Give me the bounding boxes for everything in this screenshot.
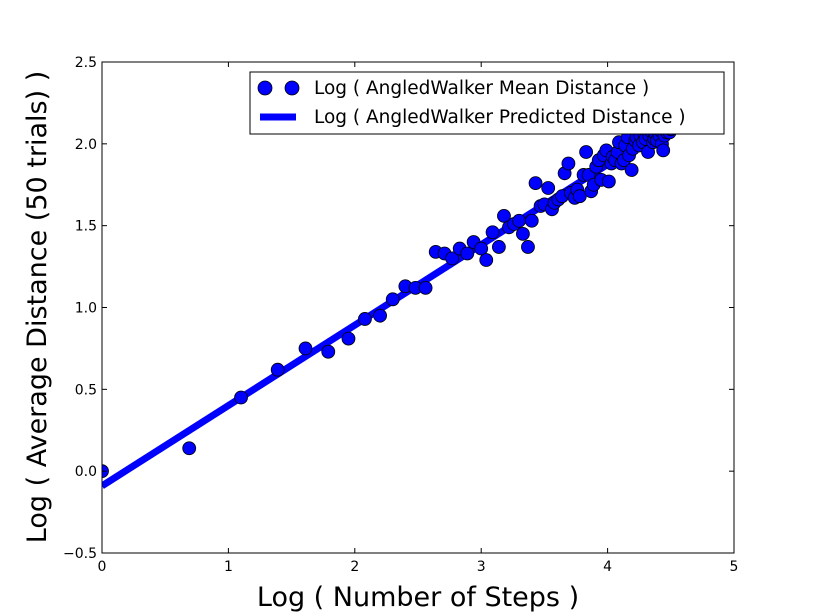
data-layer: [102, 121, 678, 489]
mean-distance-point-54: [601, 174, 616, 189]
mean-distance-point-22: [491, 240, 506, 254]
y-axis-title: Log ( Average Distance (50 trials) ): [22, 71, 53, 543]
x-tick-label-1: 1: [224, 559, 233, 575]
mean-distance-point-45: [579, 145, 594, 159]
mean-distance-point-33: [541, 181, 556, 195]
legend-label-predicted-distance: Log ( AngledWalker Predicted Distance ): [314, 107, 686, 128]
mean-distance-point-17: [460, 246, 475, 261]
legend-marker-mean-distance-2: [284, 80, 300, 96]
mean-distance-point-30: [528, 176, 543, 191]
legend: Log ( AngledWalker Mean Distance ) Log (…: [249, 71, 725, 135]
mean-distance-point-7: [358, 312, 372, 326]
x-tick-label-3: 3: [477, 559, 486, 575]
mean-distance-point-84: [656, 143, 671, 158]
mean-distance-point-28: [521, 240, 535, 254]
mean-distance-point-4: [298, 341, 313, 356]
x-tick-label-5: 5: [730, 559, 739, 575]
mean-distance-point-19: [474, 241, 489, 256]
x-tick-label-4: 4: [603, 559, 612, 575]
mean-distance-point-15: [445, 251, 460, 266]
mean-distance-point-8: [373, 308, 387, 323]
mean-distance-point-65: [624, 163, 639, 177]
tick-layer: 0 1 2 3 4 5 −0.5 0.0 0.5 1.0 1.5 2.0 2.5: [63, 55, 738, 575]
y-tick-label-6: 2.5: [75, 55, 97, 71]
legend-label-mean-distance: Log ( AngledWalker Mean Distance ): [314, 78, 649, 99]
y-tick-label-1: 0.0: [75, 464, 97, 480]
mean-distance-point-12: [418, 280, 433, 295]
mean-distance-point-43: [572, 189, 587, 204]
y-tick-label-3: 1.0: [75, 301, 97, 317]
mean-distance-point-29: [524, 213, 539, 228]
mean-distance-point-27: [516, 226, 530, 241]
mean-distance-point-3: [270, 362, 285, 377]
mean-distance-point-21: [485, 225, 500, 240]
x-tick-label-0: 0: [98, 559, 107, 575]
mean-distance-point-20: [479, 253, 494, 267]
y-tick-label-0: −0.5: [63, 546, 97, 562]
x-tick-label-2: 2: [350, 559, 359, 575]
legend-marker-mean-distance-1: [257, 80, 273, 96]
mean-distance-point-23: [497, 208, 511, 223]
mean-distance-point-5: [321, 344, 336, 359]
mean-distance-point-6: [341, 331, 356, 346]
y-tick-label-2: 0.5: [75, 382, 97, 398]
y-tick-label-5: 2.0: [75, 137, 97, 153]
mean-distance-point-26: [512, 213, 527, 228]
mean-distance-point-1: [182, 441, 197, 456]
mean-distance-point-2: [234, 390, 248, 405]
mean-distance-point-9: [385, 292, 400, 307]
mean-distance-point-39: [561, 156, 576, 171]
y-tick-label-4: 1.5: [75, 219, 97, 235]
x-axis-title: Log ( Number of Steps ): [257, 582, 579, 613]
legend-frame: [249, 71, 725, 135]
